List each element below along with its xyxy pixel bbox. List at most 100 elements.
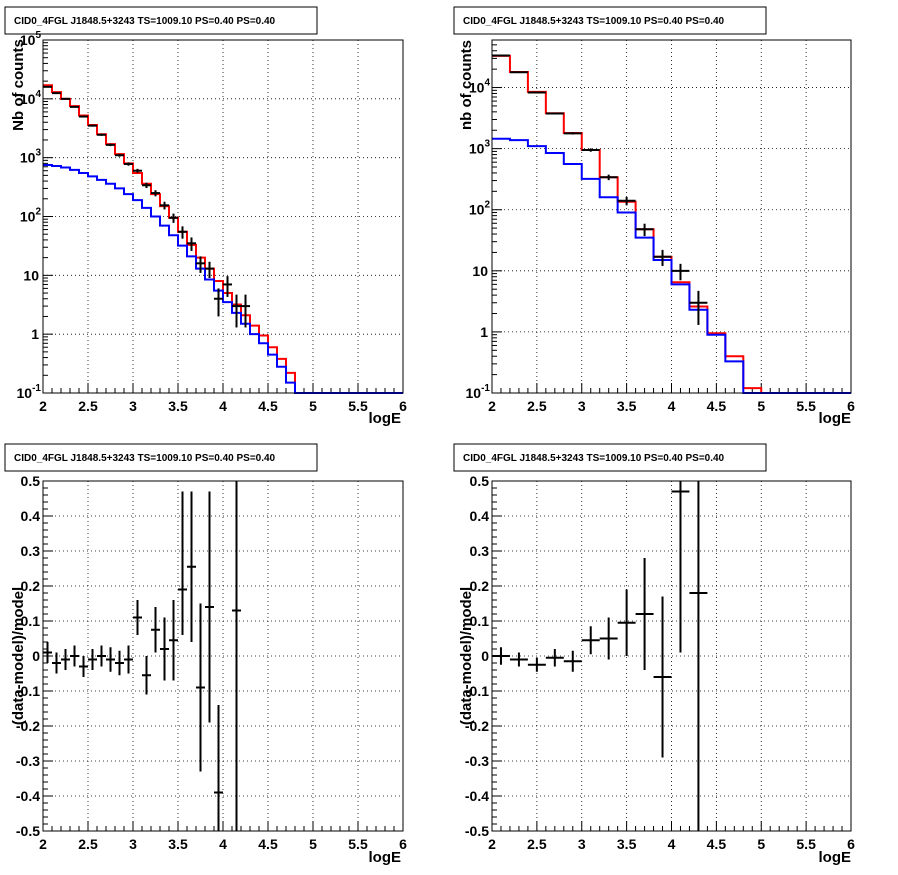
data-point	[187, 237, 196, 251]
x-tick-label: 3	[129, 836, 137, 852]
plot-panel-2: CID0_4FGL J1848.5+3243 TS=1009.10 PS=0.4…	[453, 6, 855, 427]
plot-title: CID0_4FGL J1848.5+3243 TS=1009.10 PS=0.4…	[14, 16, 276, 27]
plot-frame	[491, 480, 852, 832]
data-point	[205, 261, 214, 279]
data-point	[97, 133, 106, 136]
plot-title-box	[4, 6, 318, 35]
plot-title: CID0_4FGL J1848.5+3243 TS=1009.10 PS=0.4…	[463, 453, 725, 464]
data-point	[671, 481, 690, 653]
y-tick-label: -0.5	[465, 823, 489, 839]
x-tick-label: 4.5	[707, 836, 727, 852]
data-point	[88, 649, 97, 670]
y-tick-label: -0.1	[465, 683, 489, 699]
plot-frame	[491, 39, 852, 394]
y-tick-label: 104	[20, 89, 42, 107]
x-tick-label: 4.5	[258, 398, 278, 414]
data-point	[61, 649, 70, 670]
data-point	[509, 652, 528, 667]
data-point	[70, 105, 79, 108]
x-tick-label: 5	[309, 398, 317, 414]
x-tick-label: 5.5	[348, 836, 368, 852]
plot-frame	[42, 39, 404, 394]
data-point	[142, 656, 151, 695]
data-point	[581, 626, 600, 655]
x-tick-label: 3	[578, 836, 586, 852]
data-point	[178, 226, 187, 239]
data-point	[79, 115, 88, 118]
plot-title: CID0_4FGL J1848.5+3243 TS=1009.10 PS=0.4…	[14, 453, 276, 464]
data-point	[187, 491, 196, 642]
data-point	[142, 182, 151, 189]
data-point	[527, 657, 546, 672]
data-point	[43, 85, 52, 88]
data-point	[106, 143, 115, 147]
data-point	[689, 290, 708, 325]
data-point	[492, 647, 510, 665]
data-point	[97, 645, 106, 667]
plot-title: CID0_4FGL J1848.5+3243 TS=1009.10 PS=0.4…	[463, 16, 725, 27]
data-point	[599, 174, 618, 181]
histogram-series-2	[43, 164, 403, 394]
data-point	[563, 132, 582, 135]
x-tick-label: 6	[399, 398, 407, 414]
x-tick-label: 5.5	[796, 836, 816, 852]
x-tick-label: 3.5	[168, 398, 188, 414]
y-tick-label: -0.2	[16, 718, 40, 734]
x-tick-label: 5	[757, 398, 765, 414]
x-tick-label: 4.5	[258, 836, 278, 852]
y-tick-label: 0	[32, 648, 40, 664]
plot-panel-1: CID0_4FGL J1848.5+3243 TS=1009.10 PS=0.4…	[4, 6, 407, 427]
x-tick-label: 2	[39, 836, 47, 852]
plot-frame	[42, 480, 404, 832]
y-tick-label: 0.2	[470, 578, 490, 594]
x-tick-label: 4	[668, 398, 676, 414]
y-tick-label: 1	[31, 326, 39, 342]
data-point	[205, 491, 214, 723]
plot-title-box	[453, 443, 767, 472]
plot-title-box	[453, 6, 767, 35]
data-point	[79, 656, 88, 677]
y-tick-label: 10-1	[17, 383, 42, 401]
x-axis-label: logE	[819, 849, 852, 866]
data-point	[232, 481, 241, 831]
data-point	[169, 213, 178, 223]
y-tick-label: -0.4	[465, 788, 489, 804]
data-point	[509, 71, 528, 74]
x-tick-label: 5	[757, 836, 765, 852]
x-tick-label: 2.5	[78, 836, 98, 852]
histogram-series-1	[43, 84, 403, 394]
x-tick-label: 6	[399, 836, 407, 852]
data-point	[151, 607, 160, 653]
y-tick-label: 10	[23, 267, 39, 283]
y-tick-label: -0.5	[16, 823, 40, 839]
data-point	[563, 650, 582, 672]
x-tick-label: 6	[847, 398, 855, 414]
plot-panel-3: CID0_4FGL J1848.5+3243 TS=1009.10 PS=0.4…	[4, 443, 407, 866]
data-point	[653, 596, 672, 758]
data-point	[115, 153, 124, 157]
data-point	[232, 294, 241, 328]
y-tick-label: 102	[469, 200, 491, 218]
data-point	[52, 92, 61, 95]
x-tick-label: 6	[847, 836, 855, 852]
y-tick-label: 1	[480, 324, 488, 340]
y-tick-label: 10-1	[466, 383, 491, 401]
data-point	[635, 558, 654, 670]
data-point	[160, 617, 169, 681]
data-point	[88, 124, 97, 127]
data-point	[133, 600, 142, 635]
data-point	[527, 91, 546, 94]
data-point	[160, 201, 169, 210]
x-tick-label: 5.5	[348, 398, 368, 414]
y-tick-label: 105	[20, 30, 42, 48]
x-tick-label: 4	[668, 836, 676, 852]
y-tick-label: 0	[481, 648, 489, 664]
data-point	[545, 112, 564, 115]
x-tick-label: 3	[129, 398, 137, 414]
x-tick-label: 2.5	[78, 398, 98, 414]
x-tick-label: 3	[578, 398, 586, 414]
data-point	[115, 650, 124, 676]
data-point	[653, 249, 672, 266]
data-point	[133, 168, 142, 173]
